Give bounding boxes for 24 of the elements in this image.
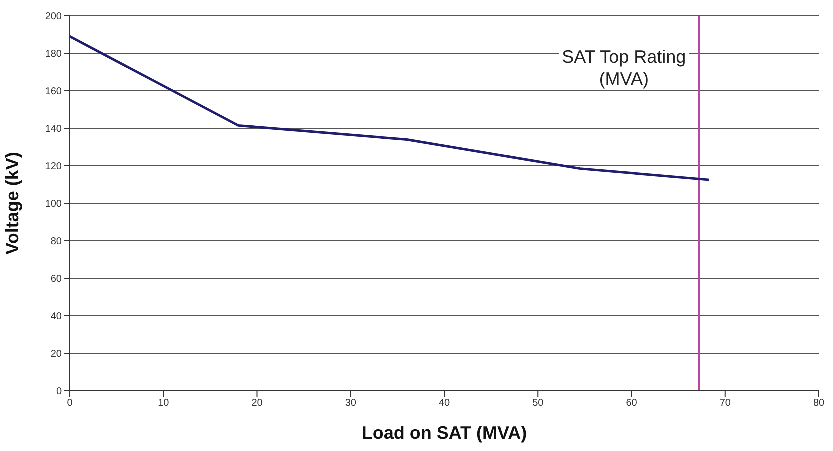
ref-line-label: SAT Top Rating (MVA) xyxy=(559,46,690,90)
y-tick-label: 80 xyxy=(50,236,62,248)
x-tick-label: 20 xyxy=(252,398,264,410)
y-tick-label: 120 xyxy=(45,162,62,173)
y-tick-label: 200 xyxy=(45,12,62,23)
x-tick-label: 40 xyxy=(438,398,450,410)
x-tick-label: 10 xyxy=(158,398,170,410)
x-tick-label: 30 xyxy=(345,398,357,410)
y-tick-label: 100 xyxy=(45,199,62,210)
y-tick-label: 60 xyxy=(50,274,62,286)
y-tick-label: 0 xyxy=(56,386,62,398)
y-tick-label: 40 xyxy=(50,312,62,323)
y-axis-title: Voltage (kV) xyxy=(2,152,22,255)
x-tick-label: 0 xyxy=(67,398,74,410)
y-tick-label: 140 xyxy=(45,124,62,136)
x-tick-label: 50 xyxy=(532,398,544,410)
x-axis-title: Load on SAT (MVA) xyxy=(362,423,528,443)
x-tick-label: 70 xyxy=(720,398,732,410)
y-tick-label: 180 xyxy=(45,49,62,60)
y-tick-label: 160 xyxy=(45,86,62,98)
x-tick-label: 80 xyxy=(813,398,825,410)
x-tick-label: 60 xyxy=(626,398,638,410)
y-tick-label: 20 xyxy=(50,349,62,360)
line-series xyxy=(70,35,711,182)
